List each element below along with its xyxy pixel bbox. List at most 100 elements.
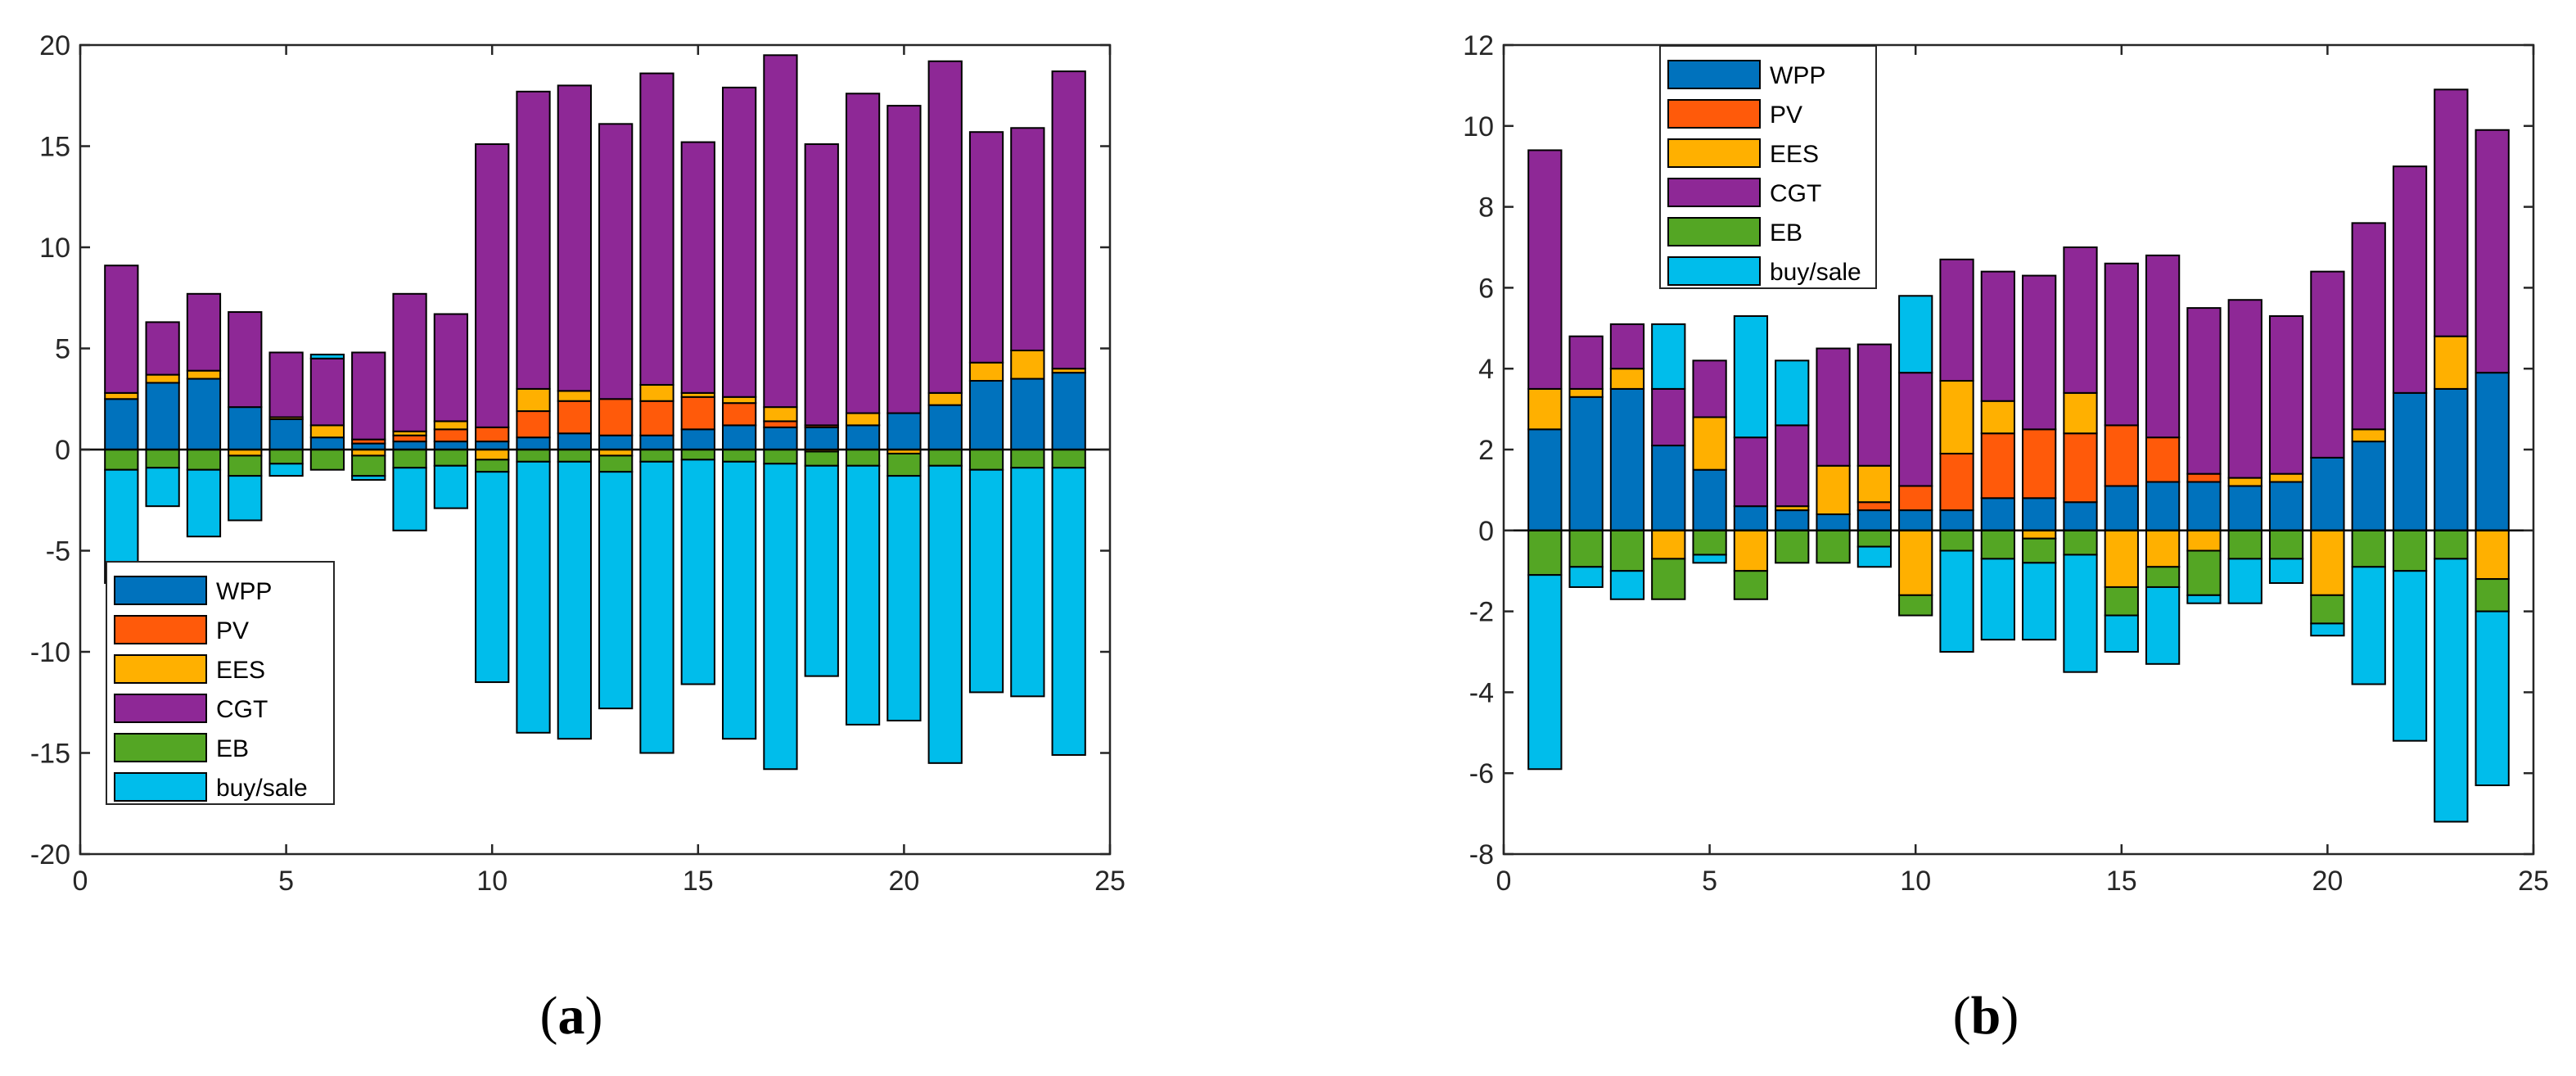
y-tick-label: 20 [39,30,70,61]
bar-ees-t18 [2227,477,2262,487]
bar-buy-sale-t13 [598,471,634,710]
bar-pv-t12 [557,400,592,435]
bar-wpp-t17 [2186,481,2222,531]
x-tick-label: 5 [278,866,294,897]
bar-cgt-t22 [2392,165,2428,394]
bar-eb-t16 [721,449,757,463]
bar-wpp-t20 [886,412,922,451]
bar-wpp-t3 [1609,387,1645,531]
y-tick-label: -15 [30,739,70,770]
bar-ees-t10 [1898,529,1933,596]
legend-label-eb: EB [216,735,249,762]
y-tick-label: -8 [1469,839,1494,870]
bar-buy-sale-t5 [268,463,304,477]
bar-wpp-t21 [927,404,963,451]
bar-eb-t18 [804,450,839,467]
x-tick-label: 15 [683,866,714,897]
legend-label-wpp: WPP [1770,62,1825,89]
bar-wpp-t11 [1939,509,1974,531]
bar-wpp-t18 [804,426,839,451]
bar-buy-sale-t24 [1051,467,1086,756]
bar-wpp-t16 [2145,481,2181,531]
legend-label-buy-sale: buy/sale [216,775,308,802]
bar-cgt-t7 [351,351,386,441]
bar-wpp-t4 [228,406,263,451]
bar-cgt-t4 [228,311,263,409]
bar-eb-t20 [886,452,922,477]
bar-ees-t21 [927,391,963,406]
bar-buy-sale-t3 [1609,570,1645,600]
bar-eb-t23 [1010,449,1045,469]
bar-eb-t9 [1856,529,1893,548]
bar-cgt-t16 [721,86,757,398]
bar-wpp-t15 [680,428,715,450]
bars [104,54,1086,771]
bar-ees-t8 [1816,464,1851,516]
bar-ees-t10 [475,449,510,461]
bar-wpp-t11 [516,436,551,450]
bar-ees-t12 [1980,400,2015,435]
chart-panel-b: -8 -6 -4 -2 0 2 4 6 8 10 12 0 5 10 15 20 25 WPP PV EES CGT EB… [1463,30,2549,1046]
bar-wpp-t16 [721,424,757,450]
y-tick-label: -4 [1469,677,1494,708]
legend-swatch-ees [114,654,207,684]
bar-eb-t15 [680,449,715,461]
bar-pv-t15 [680,396,715,431]
bar-eb-t17 [763,449,798,465]
bar-wpp-t6 [309,436,345,450]
panel-label-letter: b [1971,986,2001,1046]
panel-label: (a) [540,986,603,1046]
bar-buy-sale-t9 [433,464,469,509]
bar-wpp-t1 [1527,428,1563,531]
bar-ees-t9 [1856,464,1893,504]
legend-label-pv: PV [1770,102,1802,129]
bar-cgt-t3 [1609,323,1645,370]
bar-buy-sale-t22 [968,468,1004,694]
bar-ees-t3 [1609,368,1645,390]
bar-cgt-t18 [804,143,839,427]
bar-buy-sale-t16 [721,460,757,740]
bar-ees-t16 [2145,529,2181,568]
legend-swatch-cgt [114,694,207,723]
bar-buy-sale-t11 [516,460,551,734]
bar-cgt-t1 [1527,149,1563,390]
bar-buy-sale-t10 [1898,295,1933,374]
bar-eb-t14 [639,449,674,463]
legend-swatch-wpp [114,576,207,605]
panel-label-letter: a [558,986,585,1046]
bar-eb-t3 [1609,529,1645,572]
bar-cgt-t21 [927,60,963,394]
bar-eb-t23 [2434,529,2469,560]
bar-eb-t19 [2268,529,2304,560]
bar-ees-t11 [516,387,551,413]
bar-eb-t11 [1939,529,1974,552]
bar-pv-t17 [2186,472,2222,483]
bar-ees-t12 [557,390,592,402]
bar-cgt-t23 [2434,88,2469,337]
bar-wpp-t22 [2392,391,2428,531]
bar-cgt-t12 [1980,270,2015,402]
bar-buy-sale-t8 [392,467,427,531]
legend-swatch-cgt [1667,178,1761,207]
bar-eb-t16 [2145,566,2181,588]
bars [1527,88,2510,823]
bar-cgt-t4 [1651,387,1686,447]
bar-pv-t15 [2104,424,2139,487]
bar-buy-sale-t23 [2434,558,2469,823]
bar-cgt-t3 [186,292,222,372]
bar-wpp-t5 [1692,468,1727,531]
bar-buy-sale-t13 [2022,562,2057,641]
bar-buy-sale-t15 [680,459,715,685]
bar-buy-sale-t20 [2310,622,2345,637]
bar-ees-t2 [1568,387,1604,398]
bar-ees-t20 [2310,529,2345,596]
bar-cgt-t12 [557,84,592,392]
bar-ees-t17 [763,406,798,423]
bar-cgt-t2 [145,321,180,376]
bar-wpp-t10 [475,441,510,450]
bar-eb-t9 [433,449,469,467]
bar-ees-t6 [1733,529,1769,572]
bar-wpp-t24 [1051,372,1086,451]
bar-wpp-t9 [433,441,469,450]
bar-wpp-t2 [145,382,180,450]
